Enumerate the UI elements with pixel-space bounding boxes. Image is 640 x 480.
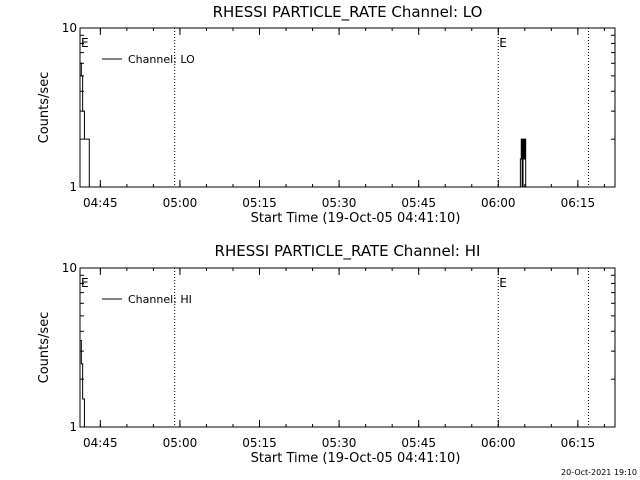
- y-tick-label: 1: [69, 420, 77, 434]
- plot-frame: [79, 267, 616, 428]
- x-tick-label: 06:00: [481, 436, 516, 450]
- x-tick-label: 05:30: [322, 436, 357, 450]
- x-tick-label: 06:15: [561, 196, 596, 210]
- event-marker-label: E: [499, 276, 507, 290]
- x-tick-label: 04:45: [83, 436, 118, 450]
- x-tick-label: 05:00: [163, 196, 198, 210]
- series-line: [79, 339, 85, 427]
- x-tick-label: 05:15: [242, 196, 277, 210]
- event-marker-label: E: [499, 36, 507, 50]
- chart-title: RHESSI PARTICLE_RATE Channel: HI: [215, 242, 481, 261]
- event-marker-label: E: [81, 276, 89, 290]
- chart-title: RHESSI PARTICLE_RATE Channel: LO: [213, 3, 483, 22]
- series-line: [79, 62, 527, 188]
- x-tick-label: 05:30: [322, 196, 357, 210]
- y-axis-label: Counts/sec: [37, 312, 52, 384]
- y-tick-label: 10: [62, 21, 77, 35]
- x-tick-label: 05:00: [163, 436, 198, 450]
- panel-lo: RHESSI PARTICLE_RATE Channel: LO 1 10 04:45…: [37, 3, 616, 226]
- y-tick-label: 1: [69, 180, 77, 194]
- x-tick-label: 05:15: [242, 436, 277, 450]
- x-tick-label: 05:45: [401, 436, 436, 450]
- legend-label: Channel: HI: [128, 293, 192, 306]
- plot-frame: [79, 27, 616, 188]
- panel-hi: RHESSI PARTICLE_RATE Channel: HI 1 10 04:45…: [37, 242, 616, 466]
- x-tick-label: 05:45: [401, 196, 436, 210]
- x-axis-label: Start Time (19-Oct-05 04:41:10): [251, 211, 461, 226]
- legend-label: Channel: LO: [128, 53, 195, 66]
- x-tick-label: 06:15: [561, 436, 596, 450]
- x-tick-label: 04:45: [83, 196, 118, 210]
- x-axis-label: Start Time (19-Oct-05 04:41:10): [251, 451, 461, 466]
- y-tick-label: 10: [62, 261, 77, 275]
- y-axis-label: Counts/sec: [37, 72, 52, 144]
- x-tick-label: 06:00: [481, 196, 516, 210]
- event-marker-label: E: [81, 36, 89, 50]
- footer-timestamp: 20-Oct-2021 19:10: [561, 468, 637, 477]
